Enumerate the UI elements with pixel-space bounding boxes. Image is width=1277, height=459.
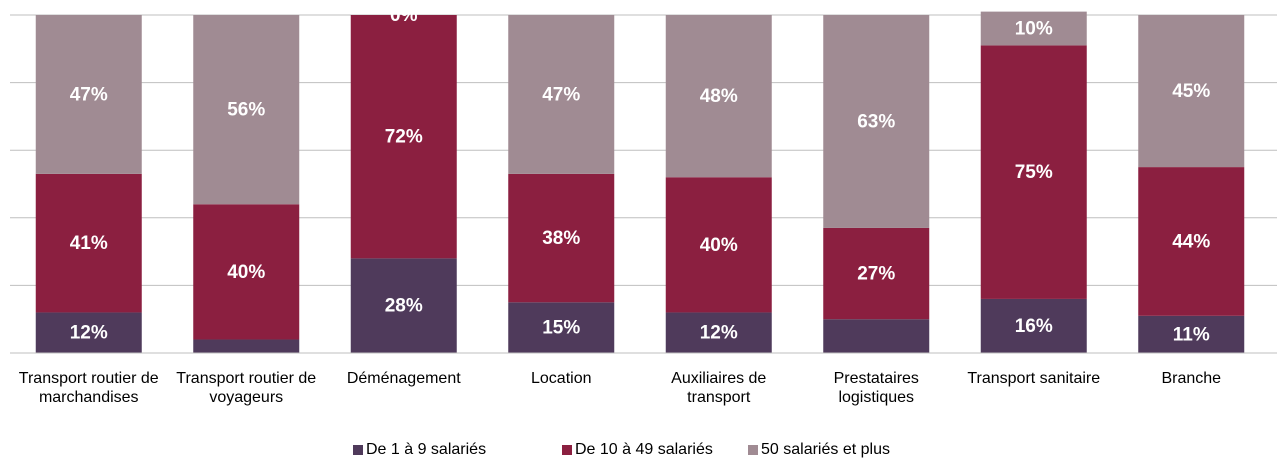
legend-swatch [562, 445, 572, 455]
legend-label: De 10 à 49 salariés [575, 441, 713, 458]
bar-segment [350, 15, 457, 259]
bar-segment [665, 15, 772, 178]
data-label: 0% [390, 5, 418, 26]
bar-segment [350, 258, 457, 353]
bar-segment [980, 298, 1087, 353]
data-label: 41% [70, 233, 108, 254]
x-tick-label: Transport sanitaire [967, 370, 1101, 387]
data-label: 10% [1015, 19, 1053, 40]
bar-segment [980, 45, 1087, 299]
data-label: 47% [70, 84, 108, 105]
x-tick-label: Prestataires logistiques [833, 370, 919, 406]
data-label: 12% [70, 323, 108, 344]
data-label: 12% [700, 323, 738, 344]
data-label: 28% [385, 296, 423, 317]
bar-segment [665, 177, 772, 313]
bar-segment [193, 339, 300, 353]
data-label: 48% [700, 86, 738, 107]
data-label: 15% [542, 318, 580, 339]
data-label: 75% [1015, 162, 1053, 183]
data-label: 27% [857, 264, 895, 285]
data-label: 44% [1172, 231, 1210, 252]
x-tick-label: Transport routier de voyageurs [176, 370, 317, 406]
bar-segment [1138, 315, 1245, 353]
bar-segment [193, 15, 300, 205]
bar-segment [823, 15, 930, 228]
data-label: 40% [700, 235, 738, 256]
bar-segment [823, 227, 930, 320]
bar-segment [980, 11, 1087, 46]
legend-item: De 10 à 49 salariés [562, 441, 713, 459]
data-label: 63% [857, 111, 895, 132]
bar-segment [1138, 15, 1245, 168]
bar-segment [508, 173, 615, 303]
x-tick-label: Transport routier de marchandises [18, 370, 159, 406]
x-tick-label: Auxiliaires de transport [671, 370, 767, 406]
legend-swatch [748, 445, 758, 455]
x-tick-label: Déménagement [346, 370, 461, 387]
x-tick-label: Branche [1161, 370, 1222, 387]
legend-label: De 1 à 9 salariés [366, 441, 487, 458]
x-tick-label: Location [531, 370, 592, 387]
bar-segment [35, 173, 142, 313]
data-label: 16% [1015, 316, 1053, 337]
legend-item: 50 salariés et plus [748, 441, 890, 459]
bar-segment [193, 204, 300, 340]
data-label: 72% [385, 127, 423, 148]
legend-swatch [353, 445, 363, 455]
legend-item: De 1 à 9 salariés [353, 441, 486, 459]
bar-segment [823, 319, 930, 353]
data-label: 40% [227, 262, 265, 283]
bar-segment [665, 312, 772, 353]
data-label: 47% [542, 84, 580, 105]
bar-segment [508, 302, 615, 353]
bar-segment [35, 15, 142, 174]
data-label: 56% [227, 100, 265, 121]
bar-segment [1138, 167, 1245, 316]
legend-label: 50 salariés et plus [761, 441, 890, 458]
data-label: 45% [1172, 81, 1210, 102]
bar-segment [508, 15, 615, 174]
data-label: 11% [1173, 324, 1210, 345]
data-label: 38% [542, 228, 580, 249]
bar-segment [35, 312, 142, 353]
